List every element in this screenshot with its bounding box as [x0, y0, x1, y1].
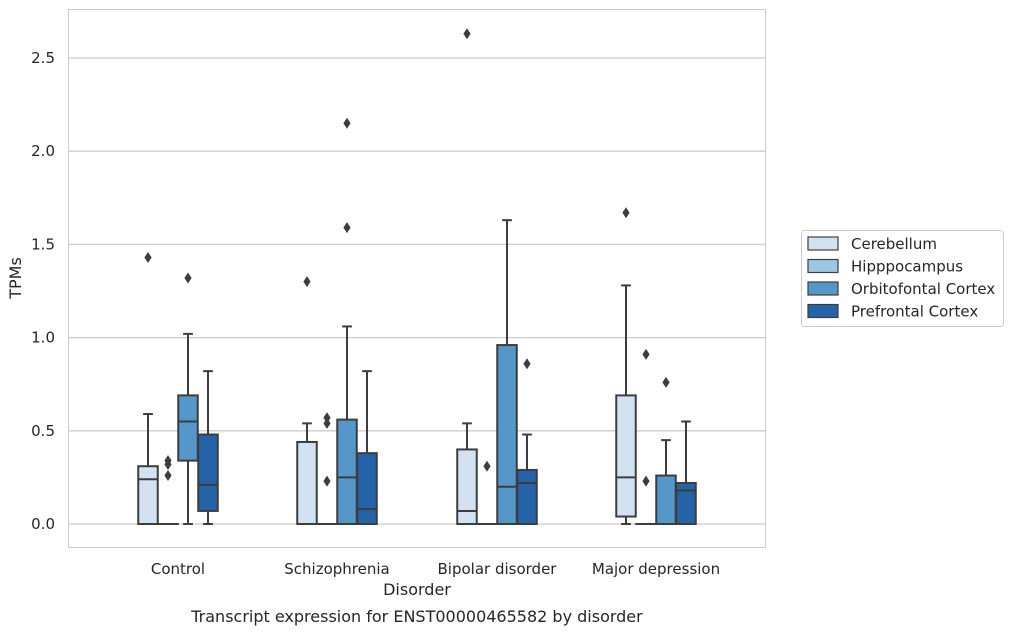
legend-swatch: [807, 303, 839, 319]
outlier-point: [303, 276, 311, 288]
box-hipppocampus-1: [316, 412, 338, 526]
box-orbitofontal-cortex-3: [655, 376, 677, 526]
y-tick-label: 0.5: [31, 422, 55, 440]
box-body: [655, 474, 677, 526]
outlier-point: [622, 207, 630, 219]
box-orbitofontal-cortex-0: [177, 272, 199, 525]
box-body: [496, 344, 518, 525]
y-axis-label: TPMs: [6, 257, 25, 300]
x-tick-label: Bipolar disorder: [438, 560, 558, 578]
outlier-point: [463, 28, 471, 40]
box-body: [137, 465, 159, 526]
box-hipppocampus-0: [157, 455, 179, 526]
box-body: [615, 394, 637, 518]
x-tick-labels: Control Schizophrenia Bipolar disorder Majo…: [151, 560, 720, 578]
box-body: [356, 452, 378, 525]
legend-label: Cerebellum: [851, 235, 937, 253]
outlier-point: [323, 417, 331, 429]
box-body: [296, 440, 318, 526]
outlier-point: [642, 348, 650, 360]
outlier-point: [662, 376, 670, 388]
y-tick-label: 1.5: [31, 235, 55, 253]
box-orbitofontal-cortex-1: [336, 117, 358, 525]
outlier-point: [343, 222, 351, 234]
x-tick-label: Major depression: [592, 560, 720, 578]
boxes: [137, 28, 697, 526]
box-prefrontal-cortex-3: [675, 420, 697, 526]
outlier-point: [523, 358, 531, 370]
legend-label: Hipppocampus: [851, 258, 963, 276]
y-tick-labels: 0.0 0.5 1.0 1.5 2.0 2.5: [31, 49, 55, 533]
x-tick-label: Schizophrenia: [284, 560, 389, 578]
outlier-point: [164, 470, 172, 482]
outlier-point: [642, 475, 650, 487]
outlier-point: [144, 251, 152, 263]
box-orbitofontal-cortex-2: [496, 219, 518, 525]
box-cerebellum-3: [615, 207, 637, 525]
legend-items: Cerebellum Hipppocampus Orbitofontal Corte…: [807, 235, 995, 321]
box-body: [516, 468, 538, 525]
box-body: [197, 433, 219, 512]
box-body: [675, 481, 697, 526]
legend-frame: [801, 230, 1004, 327]
box-prefrontal-cortex-2: [516, 358, 538, 525]
grid-lines: [68, 57, 766, 525]
box-prefrontal-cortex-0: [197, 370, 219, 525]
outlier-point: [323, 412, 331, 424]
outlier-point: [164, 455, 172, 467]
plot-frame: [68, 9, 766, 548]
box-cerebellum-2: [456, 28, 478, 525]
y-tick-label: 0.0: [31, 515, 55, 533]
y-tick-label: 2.5: [31, 49, 55, 67]
box-body: [336, 418, 358, 525]
legend-label: Orbitofontal Cortex: [851, 280, 995, 298]
box-cerebellum-0: [137, 251, 159, 526]
legend: Cerebellum Hipppocampus Orbitofontal Corte…: [801, 230, 1004, 327]
box-hipppocampus-2: [476, 460, 498, 526]
legend-label: Prefrontal Cortex: [851, 303, 978, 321]
y-tick-label: 1.0: [31, 329, 55, 347]
y-tick-label: 2.0: [31, 142, 55, 160]
legend-swatch: [807, 258, 839, 274]
legend-swatch: [807, 281, 839, 296]
box-hipppocampus-3: [635, 348, 657, 526]
figure-caption: Transcript expression for ENST0000046558…: [190, 607, 643, 626]
outlier-point: [184, 272, 192, 284]
outlier-point: [323, 475, 331, 487]
box-cerebellum-1: [296, 276, 318, 526]
x-tick-label: Control: [151, 560, 205, 578]
outlier-point: [343, 117, 351, 129]
outlier-point: [483, 460, 491, 472]
box-body: [177, 394, 199, 462]
box-prefrontal-cortex-1: [356, 370, 378, 525]
box-body: [456, 448, 478, 525]
legend-swatch: [807, 236, 839, 251]
x-axis-label: Disorder: [383, 580, 451, 599]
